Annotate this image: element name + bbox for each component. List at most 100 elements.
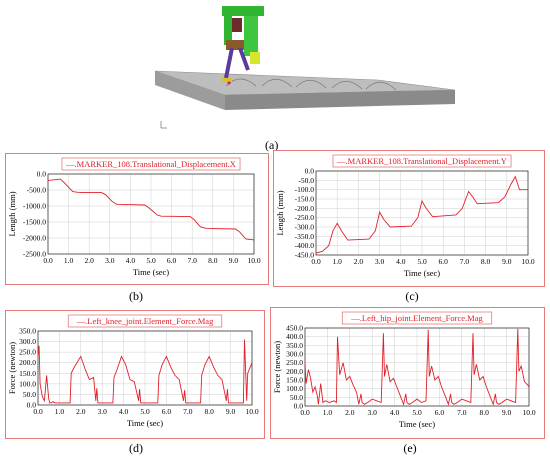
x-tick-label: 0.0 [43, 256, 53, 265]
y-tick-label: 100.0 [286, 384, 303, 393]
x-tick-label: 9.0 [502, 257, 512, 266]
y-tick-label: 250.0 [19, 348, 36, 357]
legend-label: —.Left_hip_joint.Element_Force.Mag [350, 313, 483, 323]
chart-svg-e: 0.0 1.0 2.0 3.0 4.0 5.0 6.0 7.0 8.0 9.0 10.0 450.04… [272, 311, 536, 429]
y-tick-label: 50.0 [23, 390, 36, 399]
y-tick-label: 50.0 [290, 393, 303, 402]
y-tick-label: 250.0 [286, 358, 303, 367]
x-tick-label: 4.0 [119, 407, 129, 416]
series-line [37, 339, 253, 404]
caption-b: (b) [129, 289, 143, 303]
y-tick-label: 0.0 [27, 401, 37, 410]
caption-d: (d) [129, 441, 143, 455]
plot-frame [315, 170, 529, 256]
x-tick-label: 7.0 [188, 256, 198, 265]
y-tick-label: 350.0 [286, 341, 303, 350]
x-tick-label: 5.0 [146, 256, 156, 265]
y-tick-label: 0.0 [305, 167, 315, 176]
x-tick-label: 5.0 [417, 257, 427, 266]
series-line [304, 328, 530, 406]
legend-label: —.MARKER_108.Translational_Displacement.… [65, 159, 236, 169]
x-tick-label: 10.0 [247, 256, 260, 265]
x-tick-label: 0.0 [33, 407, 43, 416]
y-tick-label: -100.0 [295, 185, 315, 194]
y-tick-label: 100.0 [19, 379, 36, 388]
y-tick-label: -200.0 [295, 204, 315, 213]
legend-box [67, 314, 223, 328]
y-tick-label: 0.0 [37, 170, 47, 179]
legend-box [332, 154, 512, 168]
x-tick-label: 2.0 [354, 257, 364, 266]
chart-panel-c: 0.0 1.0 2.0 3.0 4.0 5.0 6.0 7.0 8.0 9.0 10.0 0.0 -50… [273, 150, 545, 287]
x-tick-label: 1.0 [55, 407, 65, 416]
biped-robot [222, 6, 264, 85]
chart-svg-d: 0.0 1.0 2.0 3.0 4.0 5.0 6.0 7.0 8.0 9.0 10.0 350.03… [7, 314, 259, 428]
y-axis-label: Force (newton) [272, 341, 282, 393]
y-tick-label: -1000.0 [23, 202, 46, 211]
y-tick-label: -2000.0 [23, 234, 46, 243]
x-tick-label: 4.0 [390, 408, 400, 417]
x-axis-label: Time (sec) [133, 267, 169, 277]
x-tick-label: 3.0 [375, 257, 385, 266]
x-tick-label: 8.0 [480, 408, 490, 417]
plot-frame [37, 330, 253, 406]
axis-triad [160, 121, 167, 129]
y-tick-label: 150.0 [286, 376, 303, 385]
x-axis-label: Time (sec) [399, 419, 435, 429]
x-tick-label: 10.0 [522, 408, 535, 417]
x-tick-label: 8.0 [481, 257, 491, 266]
x-tick-label: 3.0 [105, 256, 115, 265]
y-tick-label: 200.0 [286, 367, 303, 376]
chart-svg-b: 0.0 1.0 2.0 3.0 4.0 5.0 6.0 7.0 8.0 9.0 10.0 0.0 -50… [7, 157, 261, 277]
x-tick-label: 6.0 [439, 257, 449, 266]
x-tick-label: 4.0 [396, 257, 406, 266]
y-tick-label: 450.0 [286, 324, 303, 333]
chart-panel-b: 0.0 1.0 2.0 3.0 4.0 5.0 6.0 7.0 8.0 9.0 10.0 0.0 -50… [5, 153, 269, 285]
legend-label: —.Left_knee_joint.Element_Force.Mag [76, 316, 214, 326]
x-tick-label: 1.0 [333, 257, 343, 266]
x-tick-label: 5.0 [412, 408, 422, 417]
y-tick-label: 300.0 [19, 337, 36, 346]
y-tick-label: -1500.0 [23, 218, 46, 227]
x-tick-label: 2.0 [85, 256, 95, 265]
x-tick-label: 9.0 [226, 407, 236, 416]
caption-c: (c) [405, 289, 419, 303]
y-tick-label: -50.0 [298, 176, 314, 185]
ground-slab-front [155, 71, 225, 110]
plot-frame [47, 173, 255, 255]
x-tick-label: 3.0 [98, 407, 108, 416]
x-tick-label: 10.0 [245, 407, 258, 416]
legend-label: —.MARKER_108.Translational_Displacement.… [336, 156, 507, 166]
x-axis-label: Time (sec) [404, 268, 440, 278]
x-tick-label: 2.0 [76, 407, 86, 416]
x-tick-label: 4.0 [126, 256, 136, 265]
x-tick-label: 6.0 [162, 407, 172, 416]
chart-panel-e: 0.0 1.0 2.0 3.0 4.0 5.0 6.0 7.0 8.0 9.0 10.0 450.0 4… [270, 307, 545, 439]
series-line [315, 175, 528, 254]
chart-svg-c: 0.0 1.0 2.0 3.0 4.0 5.0 6.0 7.0 8.0 9.0 10.00.0-50… [275, 154, 535, 278]
x-tick-label: 1.0 [323, 408, 333, 417]
ground-slab-side [225, 90, 455, 110]
x-tick-label: 0.0 [300, 408, 310, 417]
x-tick-label: 8.0 [208, 256, 218, 265]
y-tick-label: 400.0 [286, 332, 303, 341]
y-tick-label: 300.0 [286, 350, 303, 359]
y-tick-label: 150.0 [19, 369, 36, 378]
y-tick-label: -250.0 [295, 213, 315, 222]
x-tick-label: 10.0 [521, 257, 534, 266]
x-tick-label: 7.0 [183, 407, 193, 416]
y-axis-label: Length (mm) [7, 191, 17, 236]
x-tick-label: 1.0 [64, 256, 74, 265]
y-axis-label: Force (newton) [7, 342, 17, 394]
y-tick-label: -300.0 [295, 223, 315, 232]
y-axis-label: Length (mm) [275, 190, 285, 235]
x-axis-label: Time (sec) [127, 418, 163, 428]
x-tick-label: 2.0 [345, 408, 355, 417]
x-tick-label: 3.0 [368, 408, 378, 417]
x-tick-label: 7.0 [460, 257, 470, 266]
x-tick-label: 9.0 [229, 256, 239, 265]
legend-box [61, 157, 241, 171]
simulation-render [154, 6, 456, 129]
y-tick-label: -350.0 [295, 232, 315, 241]
y-tick-label: 0.0 [294, 402, 304, 411]
